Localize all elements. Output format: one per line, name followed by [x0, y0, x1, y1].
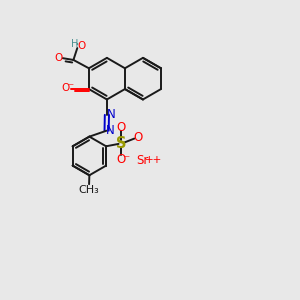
Text: N: N	[106, 124, 115, 137]
Text: ⁻: ⁻	[67, 81, 73, 94]
Text: O: O	[134, 131, 143, 144]
Text: O: O	[116, 121, 126, 134]
Text: O: O	[54, 53, 62, 63]
Text: Sr: Sr	[136, 154, 148, 167]
Text: O: O	[116, 153, 125, 166]
Text: O: O	[61, 83, 69, 93]
Text: O: O	[78, 41, 86, 51]
Text: ·: ·	[75, 38, 80, 53]
Text: CH₃: CH₃	[79, 185, 99, 195]
Text: ⁻: ⁻	[123, 153, 129, 166]
Text: S: S	[116, 136, 126, 152]
Text: ++: ++	[145, 155, 162, 165]
Text: H: H	[70, 39, 78, 49]
Text: N: N	[106, 108, 115, 121]
